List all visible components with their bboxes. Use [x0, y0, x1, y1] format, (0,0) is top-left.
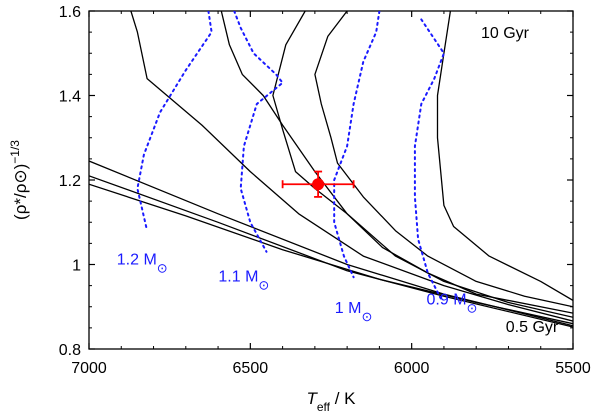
isochrone-line	[436, 11, 573, 301]
isochrone-line	[130, 11, 573, 322]
mass-track-line	[136, 11, 213, 232]
isochrone-line	[314, 11, 573, 308]
mass-track-line	[333, 11, 381, 279]
mass-label-value: 1.1 M	[218, 268, 258, 285]
isochrone-line	[89, 160, 573, 327]
x-axis-title-main: T	[306, 389, 318, 408]
y-axis-title-main: (ρ*/ρ⊙)	[11, 164, 30, 220]
x-tick-label: 6000	[394, 360, 430, 377]
x-axis-title: Teff / K	[306, 389, 356, 412]
y-tick-label: 1	[72, 258, 81, 275]
solar-symbol-icon: ⊙	[157, 260, 168, 275]
y-axis-ticks: 0.8 1 1.2 1.4 1.6	[59, 4, 573, 359]
mass-track-line	[413, 18, 445, 300]
label-0-5-gyr: 0.5 Gyr	[506, 319, 559, 336]
isochrone-line	[89, 183, 573, 325]
x-tick-label: 5500	[555, 360, 591, 377]
observation-marker	[312, 178, 325, 191]
y-tick-label: 1.4	[59, 89, 81, 106]
mass-label-value: 0.9 M	[427, 292, 467, 309]
x-tick-label: 6500	[233, 360, 269, 377]
x-axis-title-sub: eff	[317, 400, 331, 412]
solar-symbol-icon: ⊙	[467, 300, 478, 315]
y-tick-label: 1.6	[59, 4, 81, 21]
mass-label-value: 1 M	[335, 300, 362, 317]
solar-symbol-icon: ⊙	[258, 277, 269, 292]
y-tick-label: 1.2	[59, 173, 81, 190]
x-axis-title-unit: / K	[330, 389, 356, 408]
isochrone-line	[272, 11, 573, 314]
solar-symbol-icon: ⊙	[361, 309, 372, 324]
mass-track-line	[233, 11, 284, 253]
mass-label: 0.9 M⊙	[427, 292, 478, 316]
mass-label: 1 M⊙	[335, 300, 373, 324]
mass-track-lines	[136, 11, 445, 300]
label-10-gyr: 10 Gyr	[481, 25, 530, 42]
x-tick-label: 7000	[71, 360, 107, 377]
mass-label: 1.1 M⊙	[218, 268, 269, 292]
y-axis-title-exponent: −1/3	[8, 140, 22, 164]
mass-label-value: 1.2 M	[117, 252, 157, 269]
x-axis-ticks: 7000 6500 6000 5500	[71, 11, 591, 377]
mass-label: 1.2 M⊙	[117, 252, 168, 276]
observation-point	[281, 170, 355, 198]
y-tick-label: 0.8	[59, 342, 81, 359]
isochrone-lines	[89, 11, 573, 328]
isochrone-line	[89, 175, 573, 328]
y-axis-title: (ρ*/ρ⊙)−1/3	[8, 140, 30, 220]
